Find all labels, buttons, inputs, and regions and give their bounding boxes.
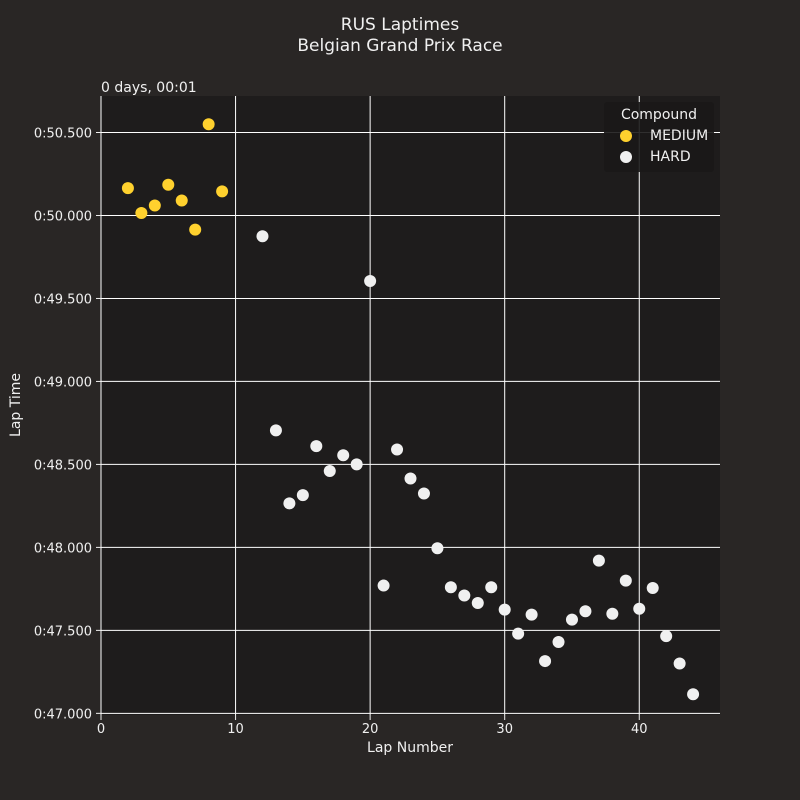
y-tick-label: 0:48.500 [34,458,92,473]
point-hard [417,487,430,500]
legend-label-hard: HARD [650,149,691,165]
point-hard [579,605,592,618]
point-hard [539,655,552,668]
x-tick-label: 0 [97,722,105,737]
point-hard [687,688,700,701]
point-hard [565,613,578,626]
point-hard [512,627,525,640]
axis-ticks: 0 10 20 30 40 0:47.000 0:47.500 0:48.000 0:48.50… [34,127,648,737]
y-axis-label: Lap Time [8,373,24,437]
point-hard [391,443,404,456]
legend-title: Compound [621,107,697,123]
legend-box [604,102,714,172]
y-tick-label: 0:50.500 [34,127,92,142]
point-hard [485,581,498,594]
point-medium [202,118,215,131]
point-hard [431,542,444,555]
point-hard [606,607,619,620]
point-hard [269,424,282,437]
point-hard [444,581,457,594]
y-tick-label: 0:50.000 [34,209,92,224]
legend: Compound MEDIUM HARD [604,102,714,172]
x-tick-label: 20 [362,722,379,737]
y-tick-label: 0:47.000 [34,707,92,722]
point-hard [283,497,296,510]
x-axis-label: Lap Number [367,740,453,756]
offset-label: 0 days, 00:01 [101,80,197,96]
point-hard [525,608,538,621]
point-hard [296,489,309,502]
point-hard [310,440,323,453]
legend-marker-medium [620,130,632,142]
point-hard [552,635,565,648]
point-hard [364,275,377,288]
point-hard [592,554,605,567]
point-medium [148,199,161,212]
y-tick-label: 0:47.500 [34,624,92,639]
y-tick-label: 0:49.500 [34,292,92,307]
point-hard [404,472,417,485]
point-hard [633,602,646,615]
point-hard [323,465,336,478]
point-medium [189,223,202,236]
point-hard [673,657,686,670]
point-hard [377,579,390,592]
point-hard [458,589,471,602]
point-hard [256,230,269,243]
point-hard [498,603,511,616]
point-medium [135,206,148,219]
point-hard [660,630,673,643]
point-medium [121,182,134,195]
plot-area [101,96,720,715]
point-medium [162,178,175,191]
x-tick-label: 10 [227,722,244,737]
point-hard [471,596,484,609]
data-points [121,118,700,701]
x-tick-label: 30 [496,722,513,737]
chart-title: RUS Laptimes [341,15,460,35]
point-hard [350,458,363,471]
legend-marker-hard [620,151,632,163]
point-hard [337,449,350,462]
y-tick-label: 0:48.000 [34,541,92,556]
point-hard [619,574,632,587]
point-medium [216,185,229,198]
point-hard [646,582,659,595]
point-medium [175,194,188,207]
legend-label-medium: MEDIUM [650,128,708,144]
y-tick-label: 0:49.000 [34,375,92,390]
chart-subtitle: Belgian Grand Prix Race [297,36,502,56]
x-tick-label: 40 [631,722,648,737]
